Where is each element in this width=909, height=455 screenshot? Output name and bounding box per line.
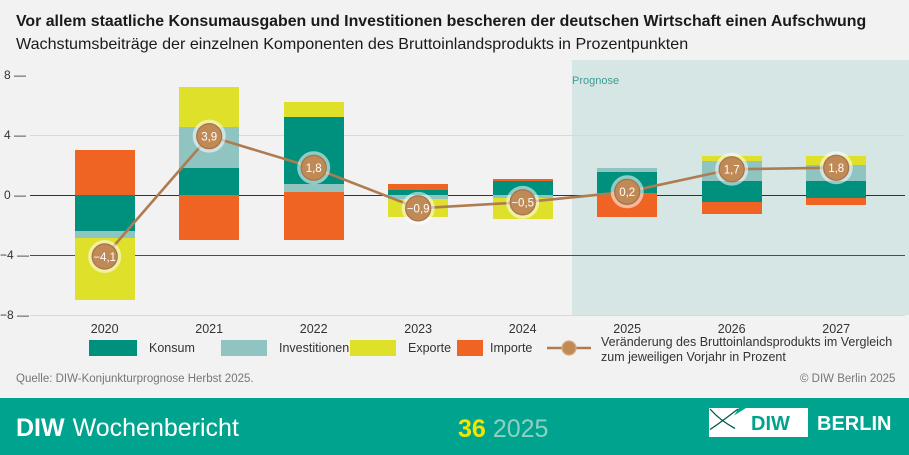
svg-text:−4,1: −4,1 [93,252,116,264]
svg-text:1,8: 1,8 [306,163,322,175]
svg-text:−0,5: −0,5 [511,198,534,210]
svg-text:BERLIN: BERLIN [817,413,891,435]
svg-text:1,8: 1,8 [828,163,844,175]
svg-text:0,2: 0,2 [619,187,635,199]
svg-text:1,7: 1,7 [724,165,740,177]
svg-text:3,9: 3,9 [201,131,217,143]
svg-text:DIW: DIW [751,413,790,435]
svg-text:−0,9: −0,9 [407,204,430,216]
